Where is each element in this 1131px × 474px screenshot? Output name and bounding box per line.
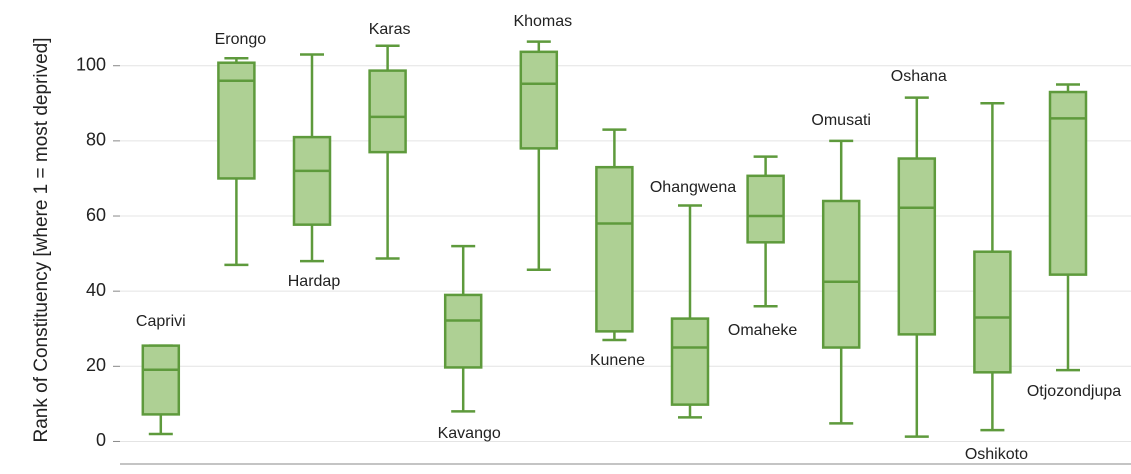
y-tick-label: 40: [86, 280, 106, 300]
box: [821, 199, 861, 349]
category-label: Oshikoto: [965, 446, 1028, 463]
y-tick-label: 100: [76, 54, 106, 74]
category-label: Hardap: [288, 273, 341, 290]
box: [670, 317, 710, 406]
category-label: Omaheke: [728, 322, 797, 339]
box: [443, 293, 483, 369]
box: [519, 50, 559, 150]
box: [973, 250, 1012, 374]
category-label: Oshana: [891, 68, 947, 85]
y-tick-label: 20: [86, 355, 106, 375]
y-axis-label: Rank of Constituency [where 1 = most dep…: [31, 37, 52, 442]
box: [217, 61, 256, 180]
category-label: Otjozondjupa: [1027, 383, 1121, 400]
box: [368, 69, 407, 154]
category-label: Omusati: [811, 112, 871, 129]
box: [292, 135, 332, 226]
y-tick-label: 80: [86, 130, 106, 150]
box: [141, 344, 181, 416]
box: [897, 157, 937, 336]
category-label: Khomas: [513, 13, 572, 30]
box: [595, 165, 634, 333]
box: [1048, 90, 1088, 276]
category-label: Erongo: [215, 31, 267, 48]
category-label: Kunene: [590, 352, 645, 369]
y-tick-label: 60: [86, 205, 106, 225]
category-label: Karas: [369, 21, 411, 38]
y-tick-label: 0: [96, 430, 106, 450]
category-label: Kavango: [438, 425, 501, 442]
category-label: Caprivi: [136, 313, 186, 330]
box: [746, 174, 785, 244]
category-label: Ohangwena: [650, 179, 736, 196]
